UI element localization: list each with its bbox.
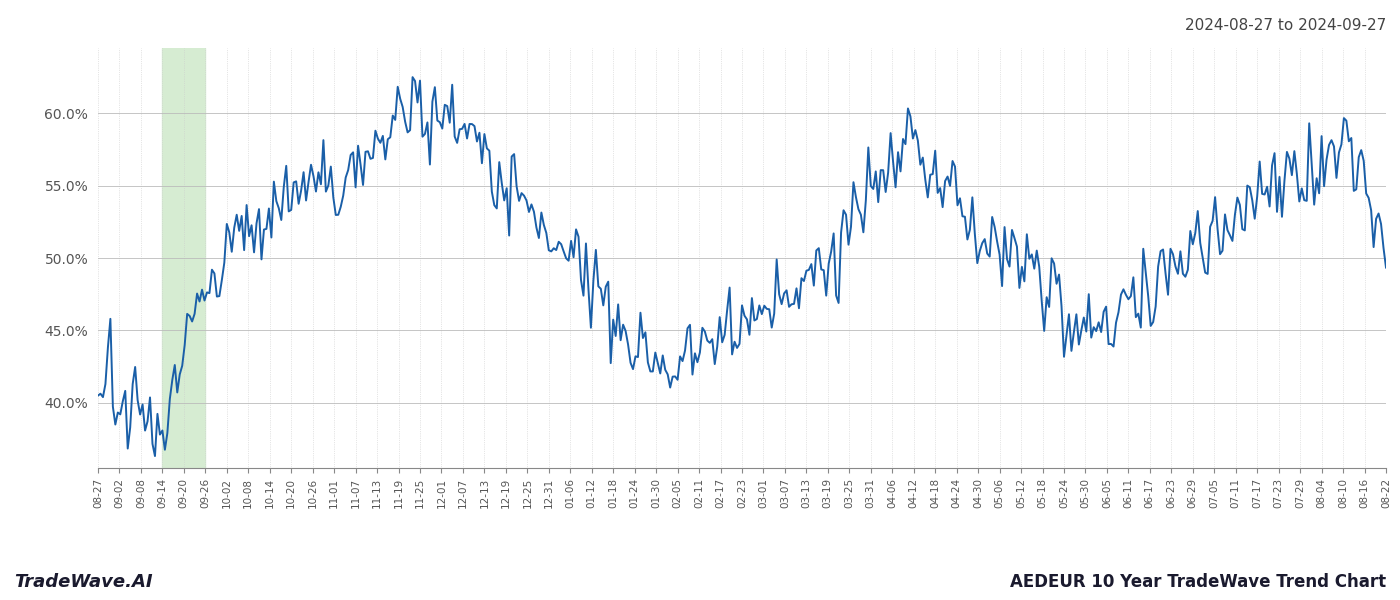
Text: 2024-08-27 to 2024-09-27: 2024-08-27 to 2024-09-27	[1184, 18, 1386, 33]
Text: AEDEUR 10 Year TradeWave Trend Chart: AEDEUR 10 Year TradeWave Trend Chart	[1009, 573, 1386, 591]
Bar	[162, 48, 206, 468]
Text: TradeWave.AI: TradeWave.AI	[14, 573, 153, 591]
